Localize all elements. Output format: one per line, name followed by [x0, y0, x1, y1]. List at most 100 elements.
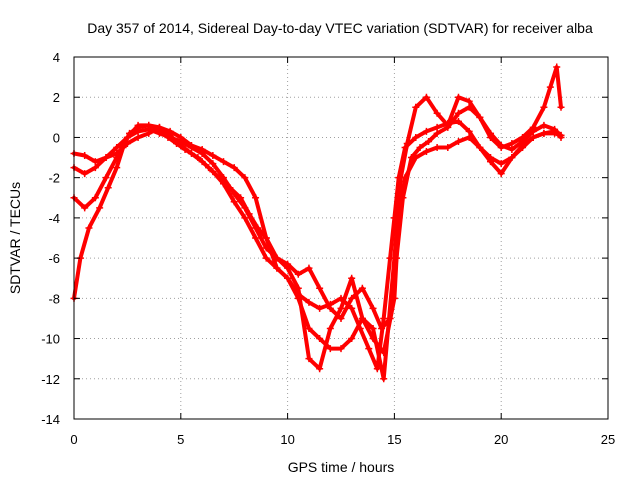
- data-point: [123, 139, 131, 147]
- data-point: [220, 180, 228, 188]
- y-axis-label: SDTVAR / TECUs: [7, 182, 23, 294]
- data-point: [465, 127, 473, 135]
- data-point: [412, 154, 420, 162]
- x-tick-label: 5: [177, 432, 184, 447]
- x-tick-label: 15: [387, 432, 401, 447]
- data-point: [316, 304, 324, 312]
- data-point: [508, 154, 516, 162]
- data-point: [316, 365, 324, 373]
- data-point: [337, 304, 345, 312]
- data-point: [209, 152, 217, 160]
- data-point: [252, 194, 260, 202]
- data-point: [519, 141, 527, 149]
- data-point: [380, 375, 388, 383]
- x-tick-label: 10: [280, 432, 294, 447]
- data-point: [422, 93, 430, 101]
- data-point: [529, 123, 537, 131]
- data-point: [252, 224, 260, 232]
- data-point: [444, 121, 452, 129]
- data-point: [305, 325, 313, 332]
- data-point: [454, 137, 462, 145]
- data-point: [113, 164, 121, 172]
- data-point: [262, 254, 270, 262]
- data-point: [241, 204, 249, 212]
- data-point: [412, 133, 420, 141]
- data-point: [454, 93, 462, 101]
- y-tick-label: -14: [41, 412, 60, 427]
- data-point: [433, 129, 441, 137]
- data-point: [177, 133, 185, 141]
- data-point: [465, 133, 473, 141]
- grid: [74, 57, 608, 419]
- data-point: [166, 127, 174, 135]
- data-point: [113, 150, 121, 158]
- data-point: [557, 103, 565, 111]
- data-point: [508, 139, 516, 147]
- data-point: [177, 141, 185, 149]
- data-point: [198, 158, 206, 166]
- data-point: [397, 174, 405, 182]
- x-tick-label: 20: [494, 432, 508, 447]
- data-point: [425, 137, 433, 145]
- data-point: [365, 345, 373, 353]
- data-point: [284, 274, 292, 282]
- data-point: [273, 264, 281, 272]
- data-point: [305, 355, 313, 363]
- data-point: [337, 345, 345, 353]
- data-point: [551, 129, 559, 137]
- y-tick-label: -2: [48, 171, 60, 186]
- data-point: [102, 154, 110, 162]
- series-line: [72, 123, 563, 355]
- plot-border: [73, 56, 609, 420]
- data-point: [497, 170, 505, 178]
- y-tick-label: -8: [48, 291, 60, 306]
- data-point: [262, 234, 270, 242]
- data-point: [305, 264, 313, 272]
- data-point: [155, 123, 163, 131]
- data-point: [220, 158, 228, 166]
- data-point: [230, 190, 238, 198]
- x-tick-label: 25: [601, 432, 615, 447]
- data-point: [378, 325, 386, 332]
- data-point: [104, 184, 112, 192]
- data-point: [209, 168, 217, 176]
- data-point: [348, 304, 356, 312]
- data-point: [444, 144, 452, 151]
- data-point: [337, 314, 345, 322]
- data-point: [123, 133, 131, 141]
- data-point: [476, 144, 484, 151]
- data-point: [369, 325, 377, 332]
- data-point: [422, 148, 430, 156]
- data-point: [529, 133, 537, 141]
- y-tick-label: -4: [48, 211, 60, 226]
- data-point: [487, 158, 495, 166]
- data-point: [326, 304, 334, 312]
- data-point: [241, 174, 249, 182]
- data-point: [390, 254, 398, 262]
- data-point: [81, 204, 89, 212]
- y-tick-label: 0: [53, 130, 60, 145]
- data-point: [546, 83, 554, 91]
- data-point: [557, 131, 565, 139]
- data-point: [540, 103, 548, 111]
- series-layer: [70, 63, 565, 383]
- y-tick-label: 4: [53, 50, 60, 65]
- data-point: [487, 133, 495, 141]
- data-point: [508, 146, 516, 154]
- data-point: [403, 139, 411, 147]
- data-point: [422, 127, 430, 135]
- data-point: [96, 204, 104, 212]
- data-point: [326, 325, 334, 332]
- x-tick-label: 0: [70, 432, 77, 447]
- data-point: [540, 121, 548, 129]
- data-point: [113, 144, 121, 151]
- data-point: [497, 160, 505, 168]
- series-line: [72, 65, 563, 381]
- data-point: [380, 314, 388, 322]
- data-point: [230, 198, 238, 206]
- data-point: [412, 103, 420, 111]
- data-point: [187, 141, 195, 149]
- data-point: [358, 284, 366, 292]
- data-point: [540, 129, 548, 137]
